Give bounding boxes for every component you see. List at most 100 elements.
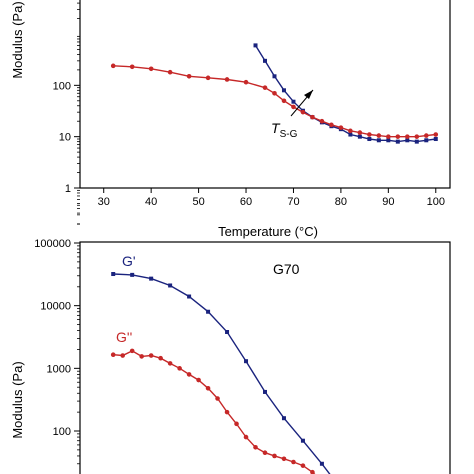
top-series-1-point: [376, 133, 382, 138]
bot-series-1-point: [110, 352, 116, 358]
top-series-1-point: [357, 130, 363, 135]
bot-series-0-point: [168, 283, 173, 288]
x-tick-label: 40: [145, 196, 157, 208]
annotation-subscript: S-G: [280, 129, 298, 140]
top-series-0-point: [348, 132, 353, 137]
top-series-1-point: [224, 77, 230, 82]
bot-series-1-point: [310, 469, 315, 474]
top-series-1-point: [423, 133, 429, 138]
y-tick-label: 10000: [40, 301, 71, 313]
top-series-0-point: [253, 43, 258, 48]
top-series-0-point: [386, 138, 391, 143]
legend-g-prime: G': [122, 253, 136, 269]
bot-series-1-point: [148, 353, 154, 358]
top-series-0-point: [405, 138, 410, 143]
y-tick-label: 100: [53, 80, 71, 92]
bottom-chart-title: G70: [273, 261, 300, 277]
top-series-1-point: [110, 63, 116, 69]
bot-series-0-point: [187, 294, 192, 299]
top-series-0-point: [357, 134, 362, 139]
y-tick-label: 10: [59, 132, 71, 144]
top-series-0-point: [272, 74, 277, 79]
y-tick-label: 100000: [34, 238, 71, 250]
x-tick-label: 30: [98, 196, 110, 208]
bot-series-0-point: [263, 389, 267, 394]
bottom-y-ticks: 100 1000 10000 100000: [34, 204, 80, 465]
x-tick-label: 80: [335, 196, 347, 208]
top-series-0-point: [424, 138, 429, 143]
top-series-0-point: [263, 58, 267, 63]
top-series-1-point: [281, 98, 287, 104]
x-tick-label: 100: [427, 196, 445, 208]
bot-series-1-point: [291, 459, 296, 465]
top-series-1-point: [338, 125, 344, 130]
top-series-0-point: [367, 137, 372, 142]
bot-series-1-point: [167, 361, 173, 366]
top-series-1-point: [291, 104, 296, 110]
bottom-series-group: [110, 272, 331, 474]
bot-series-1-point: [120, 353, 125, 358]
top-y-ticks: 1 10 100: [53, 2, 80, 225]
bot-series-1-point: [177, 366, 182, 371]
annotation-main: T: [271, 120, 281, 136]
transition-annotation: TS-G: [271, 89, 314, 140]
bot-series-0-point: [244, 359, 249, 364]
top-series-1-point: [262, 85, 268, 90]
top-series-1-point: [148, 66, 154, 72]
top-series-1-point: [300, 109, 306, 115]
top-series-1-point: [405, 134, 410, 139]
top-series-1-point: [272, 90, 277, 96]
top-series-1-point: [310, 114, 315, 120]
bot-series-0-point: [319, 461, 324, 466]
top-series-1-point: [186, 73, 192, 79]
top-x-ticks: 30 40 50 60 70 80 90 100: [98, 188, 445, 208]
top-series-0-point: [291, 99, 296, 104]
x-tick-label: 60: [240, 196, 252, 208]
bot-series-1-point: [262, 450, 268, 456]
bot-series-1-point: [129, 348, 135, 354]
top-series-1-point: [319, 118, 325, 124]
x-tick-label: 70: [287, 196, 299, 208]
top-series-1-point: [386, 134, 391, 139]
bot-series-1-point: [272, 453, 277, 459]
top-series-1-point: [243, 79, 249, 85]
bot-series-1-point: [196, 377, 201, 383]
bot-series-1-point: [234, 421, 239, 427]
bot-series-0-point: [111, 272, 116, 277]
top-series-1-point: [433, 132, 439, 137]
annotation-text: TS-G: [271, 120, 298, 140]
top-series-0-point: [395, 139, 400, 144]
top-series-1-point: [348, 128, 353, 134]
top-series-1-point: [205, 75, 211, 81]
bot-series-0-point: [130, 272, 135, 277]
legend-g-double-prime: G'': [116, 329, 132, 345]
bot-series-1-point: [186, 372, 192, 377]
top-series-1-point: [395, 134, 401, 139]
annotation-arrowhead: [304, 90, 313, 99]
bottom-plot-frame: [79, 241, 451, 474]
bot-series-0-point: [206, 309, 211, 314]
top-series-1-point: [414, 134, 420, 139]
bottom-chart: 100 1000 10000 100000 Modulus (Pa) G70 G' G…: [10, 204, 451, 474]
bot-series-1-point: [281, 456, 287, 462]
bot-series-1-point: [253, 444, 258, 450]
top-y-axis-title: Modulus (Pa): [10, 1, 25, 78]
top-series-1-point: [367, 132, 372, 137]
top-series-0-point: [414, 139, 419, 144]
top-x-axis-title: Temperature (°C): [218, 224, 318, 239]
top-series-0-line: [254, 45, 436, 143]
bot-series-0-point: [225, 330, 230, 335]
bot-series-1-point: [300, 463, 306, 468]
bot-series-1-point: [139, 354, 144, 359]
bot-series-0-point: [149, 276, 154, 281]
top-series-group: [110, 43, 439, 144]
bot-series-1-point: [205, 386, 211, 391]
bot-series-1-point: [158, 355, 163, 361]
top-series-1-point: [329, 122, 334, 128]
bot-series-1-point: [243, 434, 249, 440]
top-series-0-point: [281, 88, 286, 93]
bottom-y-axis-title: Modulus (Pa): [10, 361, 25, 438]
top-series-1-point: [129, 64, 135, 70]
